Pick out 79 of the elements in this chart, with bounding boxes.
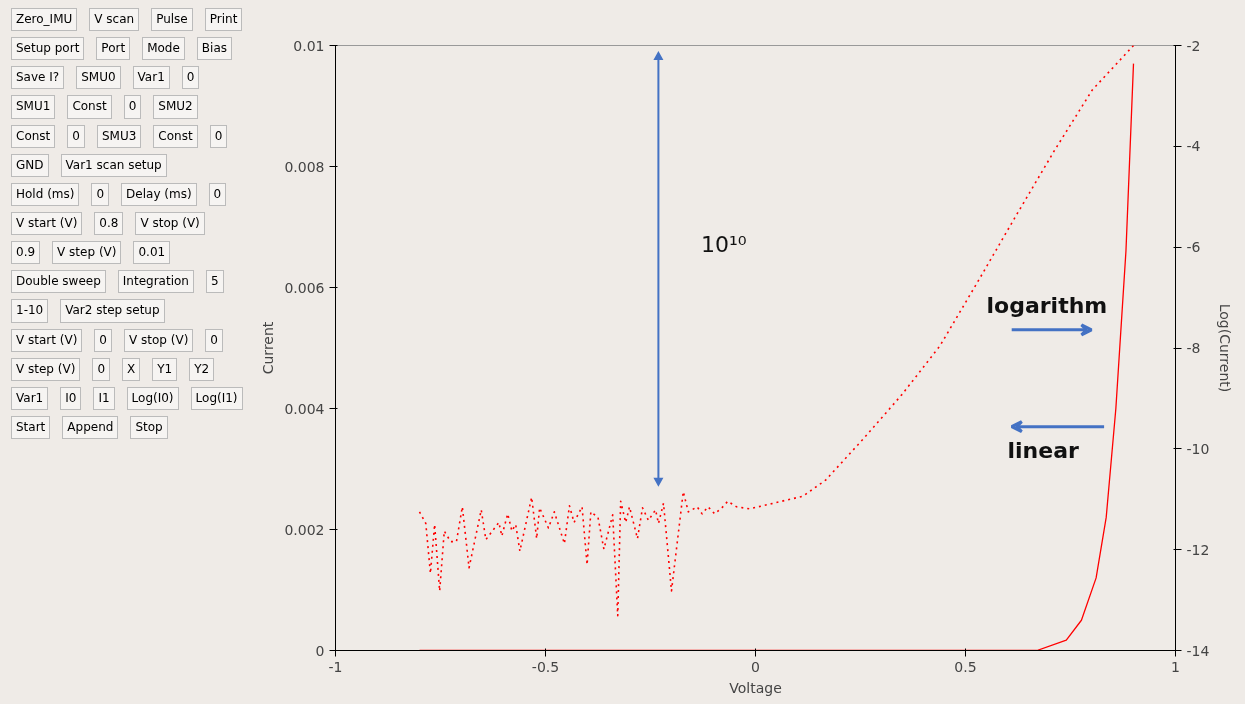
text: 0 [92,357,111,381]
text: Mode [142,37,185,61]
y-axis-title: Current [260,321,277,375]
text: Y2 [189,357,215,381]
text: 0.9 [11,241,41,265]
text: 0 [123,95,142,119]
text: 0 [205,328,223,352]
text: Log(I1) [190,386,243,410]
y2-axis-title: Log(Current) [1217,303,1234,393]
text: V start (V) [11,328,83,352]
text: Port [96,37,131,61]
text: Var1 [11,386,49,410]
x-tick-label: 1 [1171,658,1180,675]
text: 0.8 [94,211,124,236]
text: Const [153,124,198,148]
text: Append [62,415,119,440]
text: 1-10 [11,299,49,323]
text: 0 [208,182,227,206]
annotation: logarithm [986,292,1108,318]
y2-tick-label: -10 [1186,440,1210,457]
x-tick-label: 0 [751,658,760,675]
text: Integration [117,270,194,294]
text: Y1 [152,357,178,381]
text: I1 [93,386,115,410]
x-tick-label: -0.5 [531,658,560,675]
text: V step (V) [11,357,81,381]
text: SMU2 [153,95,198,119]
y-tick-label: 0.004 [284,400,325,417]
text: V step (V) [52,241,122,265]
y2-tick-label: -4 [1186,138,1201,155]
text: Const [11,124,56,148]
text: Log(I0) [126,386,179,410]
text: Zero_IMU [11,8,78,32]
text: Var1 [132,66,170,90]
text: V start (V) [11,211,83,236]
text: V stop (V) [124,328,194,352]
y-tick-label: 0 [315,642,325,659]
text: V scan [89,8,140,32]
text: 0 [91,182,110,206]
text: Hold (ms) [11,182,80,206]
text: Var1 scan setup [60,153,167,177]
y2-tick-label: -8 [1186,340,1201,356]
annotation: 10¹⁰ [700,232,747,258]
y-tick-label: 0.008 [284,158,325,175]
x-axis-title: Voltage [729,679,782,696]
text: SMU3 [96,124,142,148]
text: SMU0 [76,66,121,90]
text: Const [67,95,112,119]
text: Var2 step setup [60,299,165,323]
text: Save I? [11,66,65,90]
annotation: linear [1007,437,1080,463]
y2-tick-label: -6 [1186,239,1201,256]
text: SMU1 [11,95,56,119]
y-tick-label: 0.01 [293,37,325,54]
text: 0 [67,124,85,148]
text: Bias [196,37,233,61]
y-tick-label: 0.006 [284,279,325,296]
text: 0 [94,328,112,352]
text: Stop [130,415,168,440]
text: GND [11,153,49,177]
y2-tick-label: -14 [1186,642,1210,659]
text: Setup port [11,37,85,61]
text: Pulse [151,8,193,32]
text: 0.01 [133,241,171,265]
text: 0 [181,66,200,90]
x-tick-label: 0.5 [954,658,977,675]
y2-tick-label: -2 [1186,37,1201,54]
y-tick-label: 0.002 [284,521,325,538]
text: X [122,357,141,381]
text: Delay (ms) [121,182,197,206]
text: V stop (V) [135,211,205,236]
text: Double sweep [11,270,106,294]
text: 0 [209,124,228,148]
y2-tick-label: -12 [1186,541,1210,558]
text: 5 [205,270,224,294]
text: Print [204,8,243,32]
text: I0 [60,386,82,410]
text: Start [11,415,51,440]
x-tick-label: -1 [328,658,343,675]
